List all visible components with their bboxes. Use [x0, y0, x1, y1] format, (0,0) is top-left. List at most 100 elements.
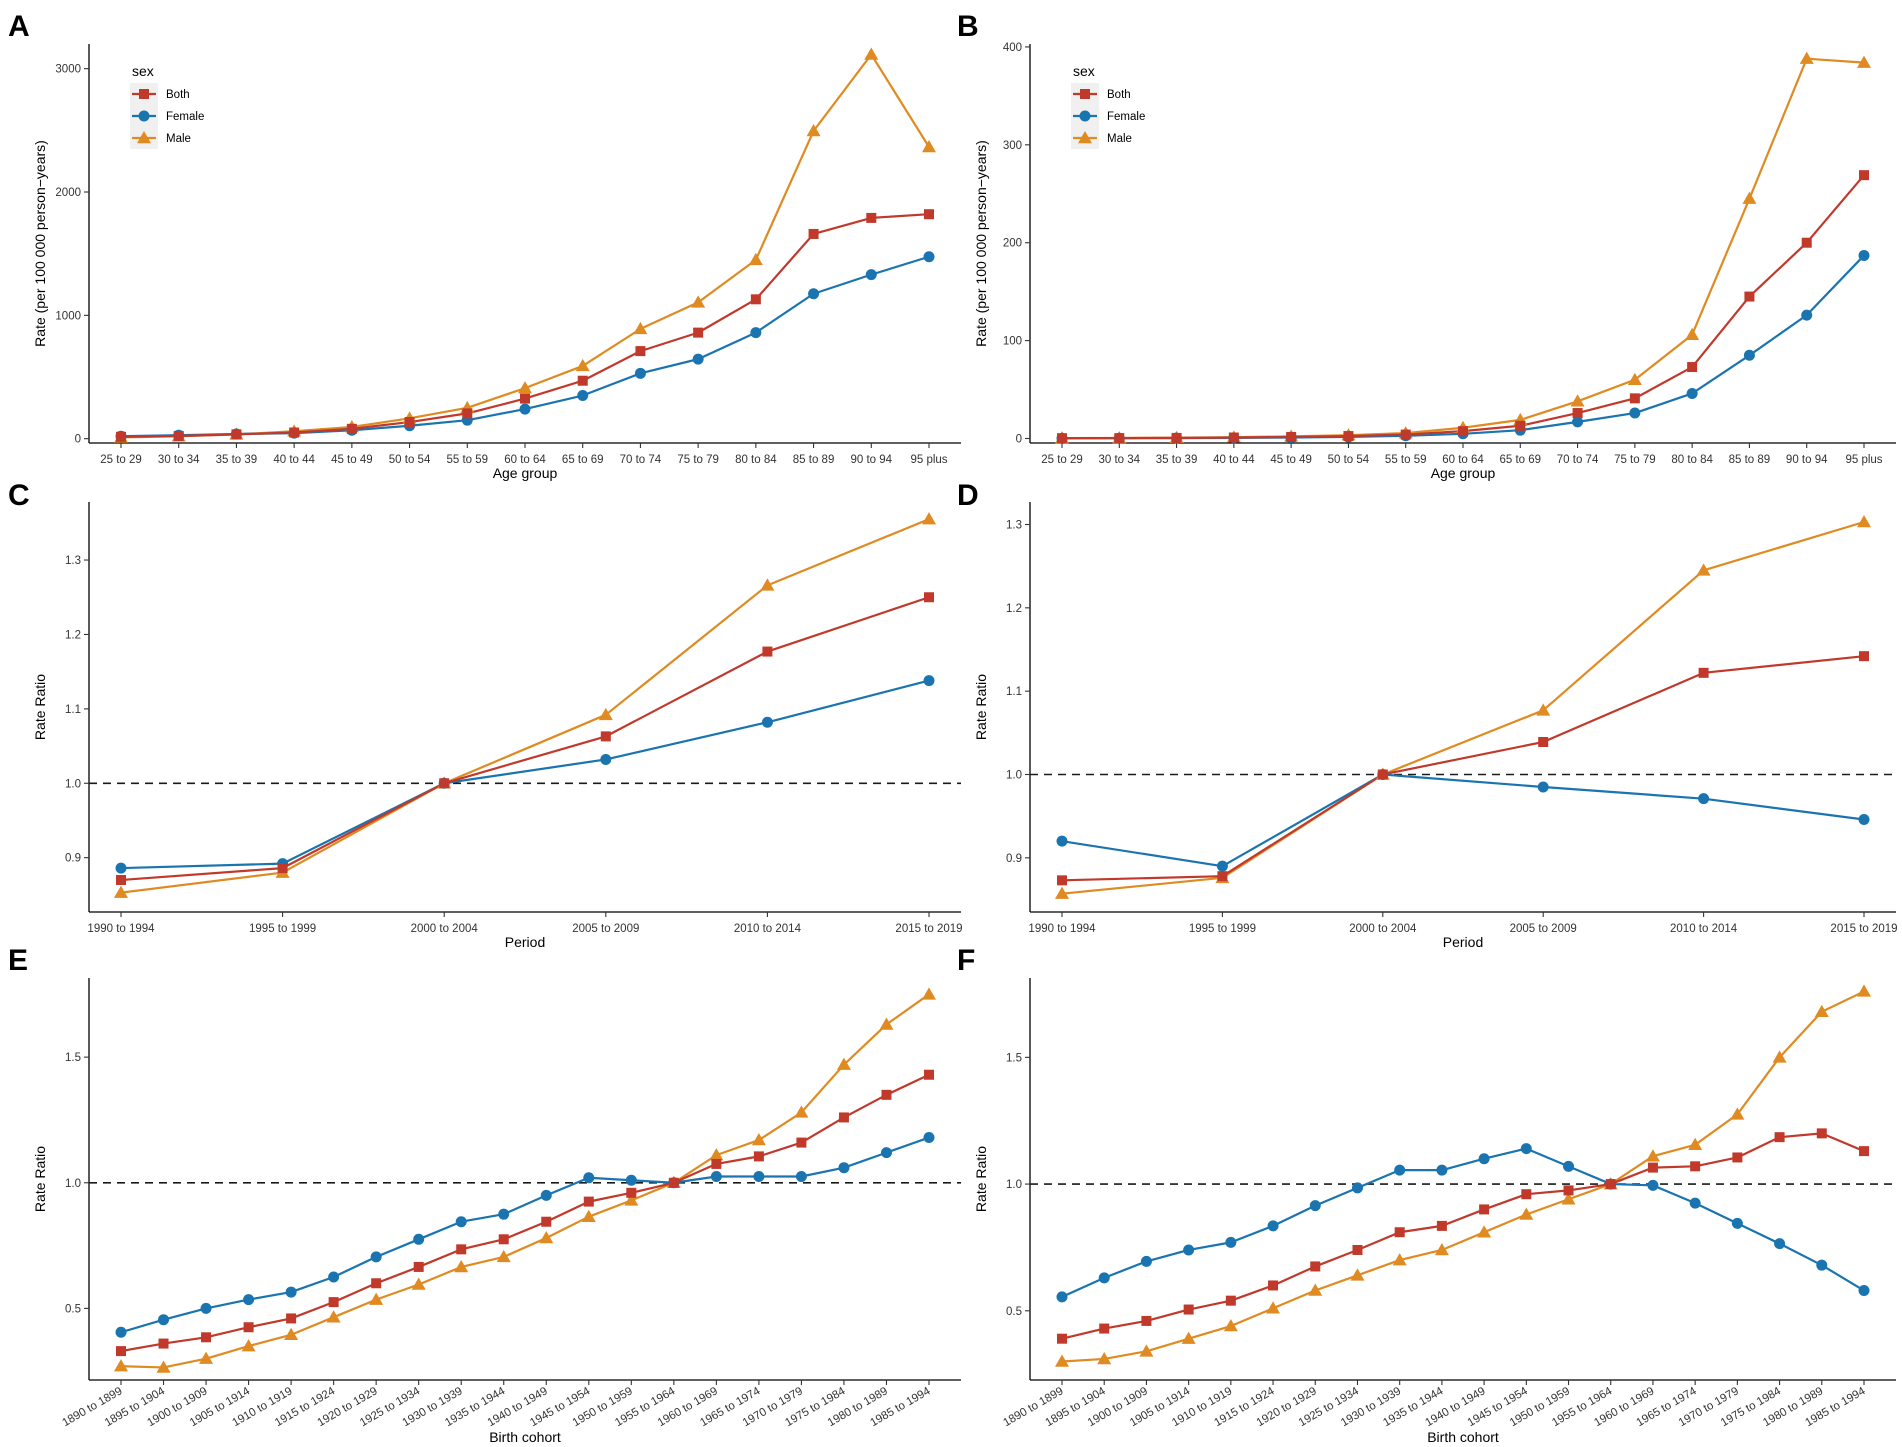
data-point-female [1686, 387, 1698, 399]
data-point-both [1698, 667, 1709, 678]
y-axis-title: Rate Ratio [32, 1146, 48, 1212]
data-point-female [115, 1326, 127, 1338]
data-point-both [838, 1112, 849, 1123]
data-point-male [806, 123, 821, 137]
data-point-female [115, 862, 127, 874]
data-point-female [1056, 835, 1068, 847]
data-point-female [577, 390, 589, 402]
data-point-male [624, 1193, 639, 1206]
data-point-both [1647, 1162, 1658, 1173]
data-point-both [1538, 737, 1549, 747]
y-axis-title: Rate (per 100 000 person−years) [32, 140, 48, 347]
y-tick-label: 1.1 [1006, 686, 1022, 698]
data-point-both [1563, 1185, 1574, 1196]
data-point-both [231, 429, 242, 440]
data-point-both [924, 592, 934, 603]
data-point-both [404, 417, 415, 428]
data-point-both [1343, 431, 1354, 442]
data-point-both [635, 346, 646, 357]
panel-c: C 0.9 1.0 1.1 1.2 1.3 1990 to 1994 1995 to 1999… [8, 479, 963, 950]
y-axis-title: Rate Ratio [973, 674, 989, 740]
y-axis-title: Rate Ratio [32, 674, 48, 740]
x-tick-label: 35 to 39 [216, 454, 258, 466]
data-point-male [864, 47, 879, 60]
data-point-both [1521, 1189, 1532, 1200]
data-point-male [1561, 1192, 1576, 1205]
x-tick-label: 50 to 54 [389, 454, 431, 466]
data-point-female [710, 1170, 722, 1182]
data-point-both [668, 1177, 679, 1188]
x-tick-label: 75 to 79 [1614, 454, 1656, 466]
data-point-male [836, 1057, 851, 1070]
legend: sex Both Female Male [1071, 63, 1145, 149]
series-line-male [120, 518, 930, 894]
data-point-female [1801, 309, 1813, 321]
data-point-male [199, 1351, 214, 1364]
x-tick-label: 2005 to 2009 [1510, 923, 1577, 935]
x-tick-label: 45 to 49 [1270, 454, 1312, 466]
data-point-both [1286, 431, 1297, 442]
data-point-both [711, 1158, 722, 1169]
x-tick-label: 80 to 84 [1671, 454, 1713, 466]
data-point-both [116, 875, 126, 886]
data-point-female [634, 367, 646, 379]
data-point-female [1351, 1182, 1363, 1194]
data-point-both [1141, 1315, 1152, 1326]
data-point-female [923, 251, 935, 263]
data-point-female [1056, 1291, 1068, 1303]
y-tick-label: 0.9 [1006, 853, 1022, 865]
data-point-female [1183, 1244, 1195, 1256]
data-point-both [1859, 651, 1869, 662]
data-point-both [1057, 875, 1067, 886]
data-point-male [1536, 703, 1551, 716]
data-point-female [1267, 1220, 1279, 1232]
y-tick-label: 1.0 [1006, 770, 1022, 782]
legend-key-marker [138, 110, 150, 122]
y-tick-label: 1.2 [1006, 603, 1022, 615]
data-point-both [346, 423, 357, 434]
data-point-male [1570, 394, 1585, 407]
data-point-male [1857, 55, 1871, 68]
data-point-female [1520, 1143, 1532, 1155]
data-point-female [158, 1314, 170, 1326]
y-tick-label: 1.2 [65, 629, 81, 641]
data-point-male [575, 358, 590, 372]
data-point-female [583, 1172, 595, 1184]
x-tick-label: 40 to 44 [273, 454, 315, 466]
data-point-both [371, 1278, 382, 1289]
data-point-female [498, 1208, 510, 1220]
x-tick-label: 2015 to 2019 [895, 923, 962, 935]
data-point-both [762, 646, 773, 657]
data-point-both [173, 430, 184, 441]
data-point-male [1055, 1354, 1069, 1367]
panel-a: A 0 1000 2000 3000 25 to 29 30 to 34 35 to 39 40… [8, 10, 961, 481]
panel-d: D 0.9 1.0 1.1 1.2 1.3 1990 to 1994 1995 to 1999… [957, 479, 1898, 950]
data-point-male [922, 512, 936, 525]
data-point-both [924, 1069, 934, 1080]
y-tick-label: 1.1 [65, 704, 81, 716]
series-line-male [1061, 990, 1865, 1363]
data-point-female [1698, 793, 1710, 805]
data-point-male [454, 1259, 469, 1273]
x-axis-title: Period [1443, 934, 1483, 950]
data-point-both [796, 1137, 807, 1148]
data-point-female [1731, 1217, 1743, 1229]
data-point-both [1268, 1280, 1279, 1291]
x-axis-title: Period [505, 934, 545, 950]
panel-letter: F [957, 944, 975, 977]
data-point-both [413, 1261, 424, 1272]
data-point-male [1799, 51, 1814, 64]
x-axis-title: Birth cohort [489, 1429, 561, 1445]
data-point-female [1629, 407, 1641, 419]
y-tick-label: 0 [1016, 433, 1022, 445]
data-point-both [116, 431, 126, 442]
data-point-both [1171, 432, 1182, 443]
x-tick-label: 95 plus [1845, 454, 1882, 466]
x-tick-label: 2010 to 2014 [1670, 923, 1738, 935]
data-point-male [1688, 1137, 1703, 1151]
data-point-both [1377, 769, 1388, 780]
data-point-female [838, 1162, 850, 1174]
y-tick-label: 3000 [55, 64, 81, 76]
x-axis-title: Age group [1431, 465, 1496, 481]
data-point-both [1310, 1261, 1321, 1272]
